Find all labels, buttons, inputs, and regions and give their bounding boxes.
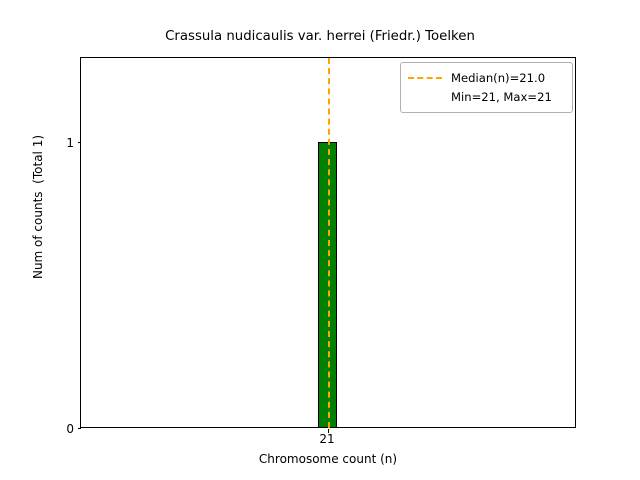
x-tick-label-21: 21 — [319, 432, 335, 446]
x-tick-mark-21 — [328, 429, 329, 433]
blank-swatch-icon — [408, 96, 442, 98]
y-tick-label-1: 1 — [66, 136, 74, 150]
x-axis-label: Chromosome count (n) — [258, 452, 398, 466]
median-line — [327, 58, 330, 428]
legend-item-median: Median(n)=21.0 — [408, 68, 565, 87]
chart-title: Crassula nudicaulis var. herrei (Friedr.… — [165, 29, 475, 44]
legend-label-median: Median(n)=21.0 — [451, 70, 546, 85]
chart-legend: Median(n)=21.0 Min=21, Max=21 — [400, 62, 573, 113]
dashed-line-icon — [408, 76, 442, 79]
y-tick-label-0: 0 — [66, 422, 74, 436]
y-axis-label: Num of counts (Total 1) — [31, 134, 45, 280]
legend-item-minmax: Min=21, Max=21 — [408, 87, 565, 106]
y-tick-mark-1 — [77, 142, 81, 143]
y-tick-mark-0 — [77, 428, 81, 429]
plot-area: Median(n)=21.0 Min=21, Max=21 — [77, 57, 576, 433]
legend-label-minmax: Min=21, Max=21 — [451, 89, 552, 104]
